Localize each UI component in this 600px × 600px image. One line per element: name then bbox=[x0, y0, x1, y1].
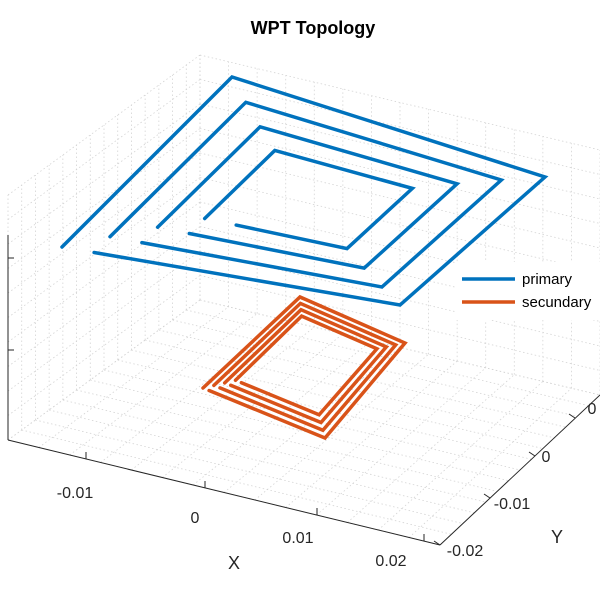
wall-grid-line bbox=[199, 275, 600, 371]
y-tick-label: 0 bbox=[542, 449, 551, 466]
coil-primary bbox=[60, 75, 549, 307]
primary-turn bbox=[108, 100, 505, 289]
floor-grid-line bbox=[408, 387, 572, 538]
floor-grid-line bbox=[131, 349, 543, 449]
floor-grid-line bbox=[162, 333, 344, 478]
secundary-turn bbox=[222, 307, 390, 425]
floor-grid-line bbox=[254, 353, 429, 501]
chart-title: WPT Topology bbox=[251, 18, 376, 38]
floor-grid-line bbox=[285, 360, 458, 508]
floor-grid-line bbox=[378, 381, 544, 531]
wall-grid-line bbox=[199, 201, 600, 298]
floor-grid-line bbox=[90, 379, 509, 482]
y-tick-label: -0.02 bbox=[447, 543, 484, 560]
primary-turn bbox=[60, 75, 549, 307]
grid-back-walls bbox=[7, 54, 600, 441]
legend-box bbox=[455, 262, 600, 320]
x-axis-label: X bbox=[228, 553, 240, 573]
wall-grid-line bbox=[199, 54, 600, 151]
x-tick-label: -0.01 bbox=[57, 485, 94, 502]
legend: primary secundary bbox=[455, 262, 600, 320]
y-tick-4 bbox=[568, 413, 576, 419]
floor-grid-line bbox=[347, 374, 515, 523]
coil-secundary bbox=[201, 294, 408, 441]
floor-grid-line bbox=[100, 320, 286, 463]
secundary-turn bbox=[201, 294, 408, 441]
floor-grid-line bbox=[186, 309, 589, 407]
legend-label-primary: primary bbox=[522, 271, 573, 288]
wall-grid-line bbox=[199, 128, 600, 224]
y-axis-line bbox=[439, 394, 600, 546]
wall-grid-line bbox=[199, 226, 600, 322]
wall-grid-line bbox=[199, 79, 600, 175]
x-axis-line bbox=[7, 439, 441, 546]
floor-grid-line bbox=[131, 326, 315, 471]
floor-grid-line bbox=[49, 409, 475, 514]
floor-grid-line bbox=[62, 399, 486, 503]
wall-grid-line bbox=[199, 103, 600, 200]
primary-turn bbox=[202, 148, 416, 251]
secundary-turn bbox=[233, 314, 380, 417]
y-tick-3 bbox=[528, 451, 536, 457]
wall-grid-line bbox=[199, 177, 600, 273]
floor-grid-line bbox=[316, 367, 486, 516]
coil-series bbox=[60, 75, 549, 441]
primary-turn bbox=[155, 124, 461, 270]
floor-grid-line bbox=[172, 319, 578, 417]
legend-label-secundary: secundary bbox=[522, 294, 592, 311]
secundary-turn bbox=[212, 301, 399, 433]
floor-grid-line bbox=[158, 329, 566, 428]
x-tick-label: 0.01 bbox=[282, 530, 313, 547]
floor-grid-line bbox=[199, 299, 600, 396]
y-tick-1 bbox=[433, 540, 441, 546]
y-tick-2 bbox=[483, 493, 491, 499]
y-axis-label: Y bbox=[551, 527, 563, 547]
floor-grid-line bbox=[38, 306, 229, 448]
y-tick-label: 0 bbox=[588, 401, 597, 418]
x-tick-label: 0 bbox=[191, 510, 200, 527]
x-tick-label: 0.02 bbox=[375, 553, 406, 570]
floor-grid-line bbox=[35, 419, 463, 524]
y-tick-label: -0.01 bbox=[494, 496, 531, 513]
axis-box bbox=[7, 235, 600, 546]
floor-grid-line bbox=[103, 369, 521, 471]
wall-grid-line bbox=[199, 152, 600, 249]
